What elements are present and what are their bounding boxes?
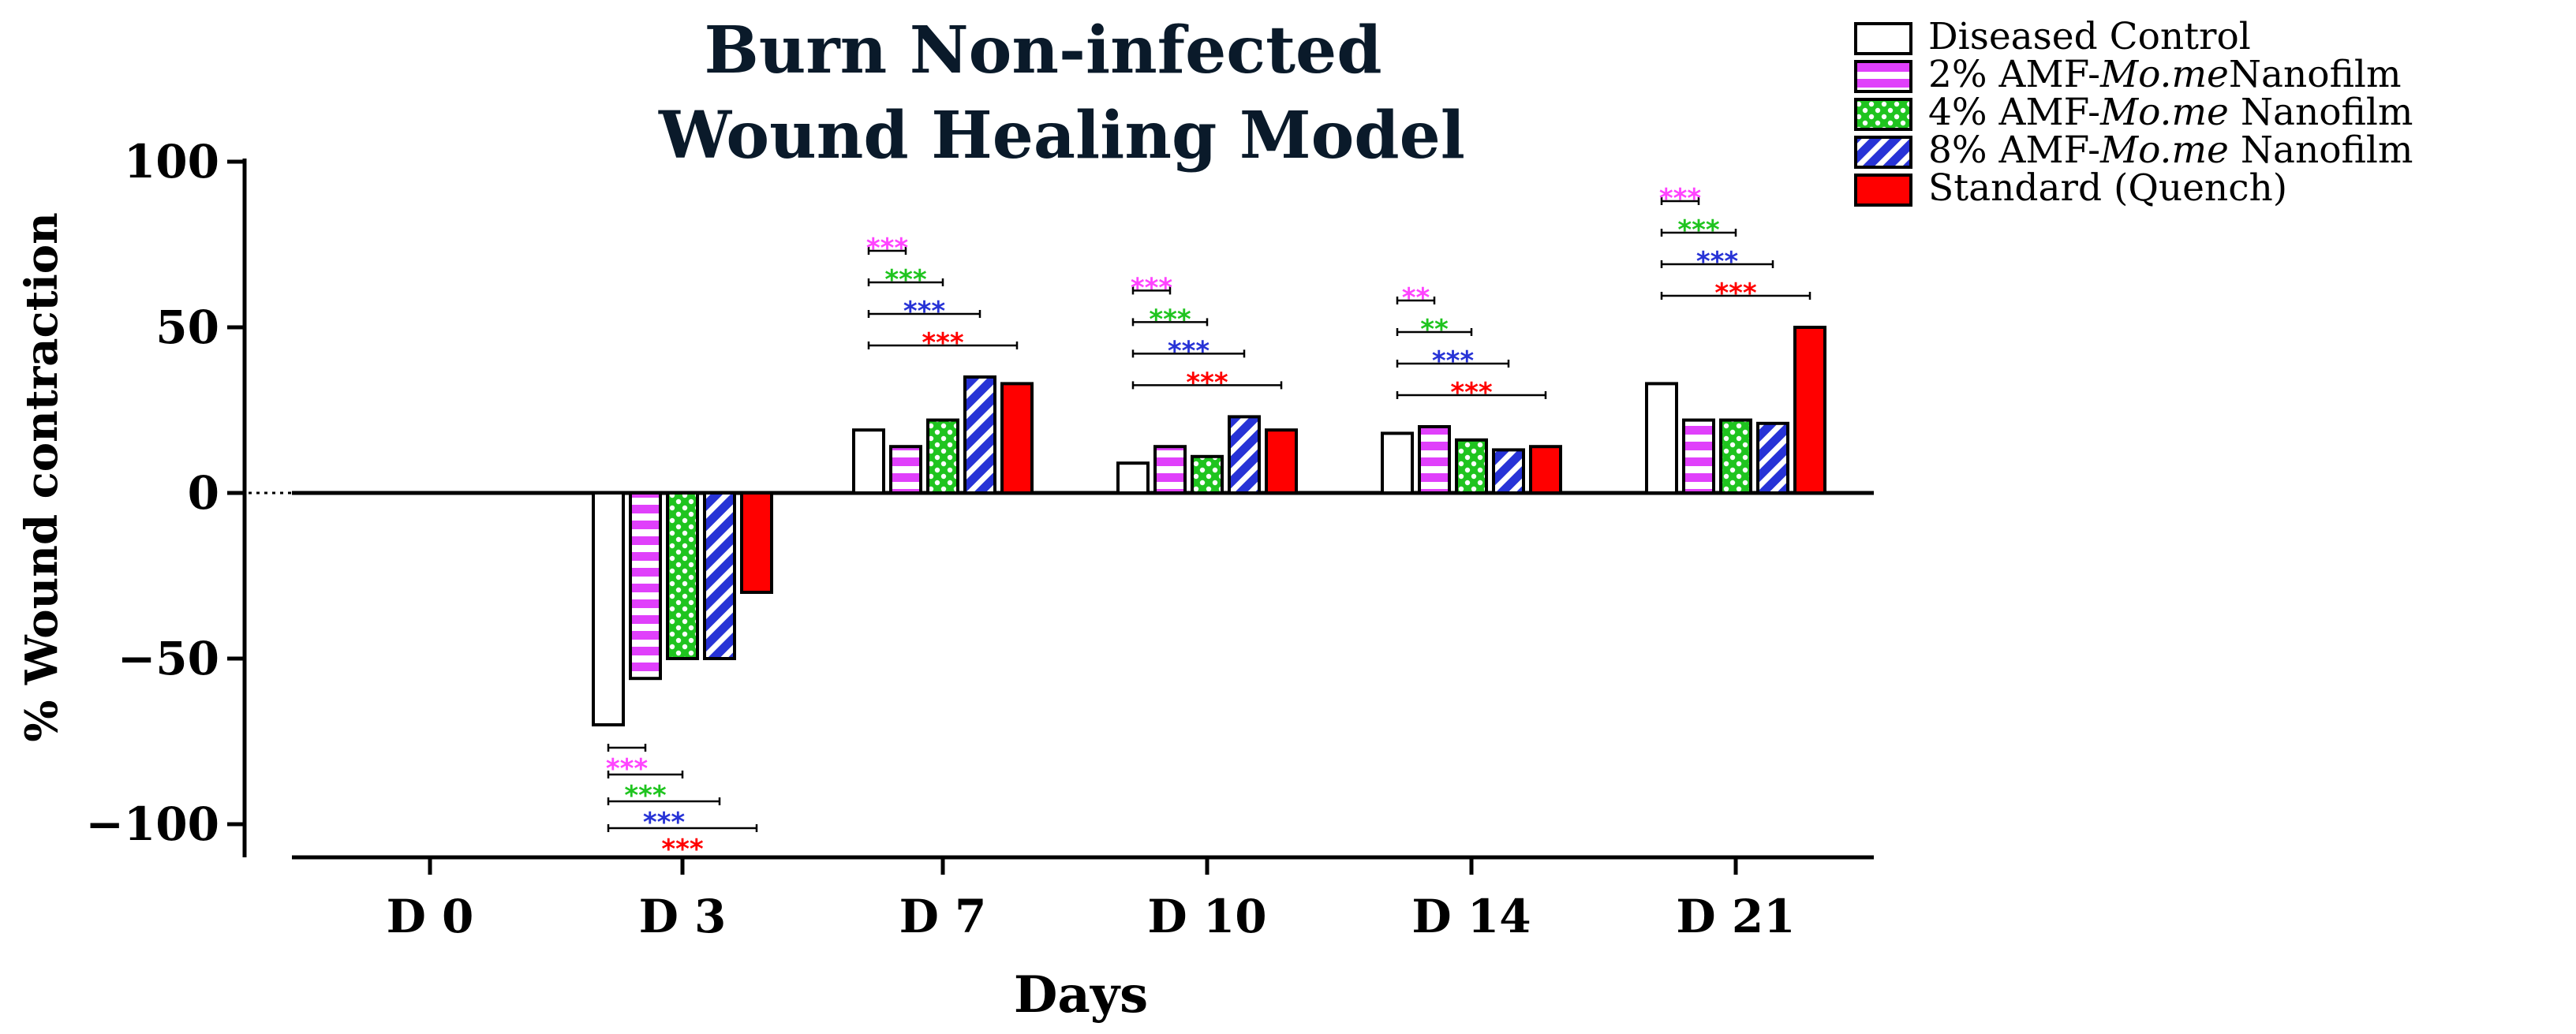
bar-4-2 <box>1455 438 1488 495</box>
chart-title: Burn Non-infected Wound Healing Model <box>658 13 1465 174</box>
bar-5-1 <box>1682 418 1715 495</box>
bar-4-4 <box>1529 445 1562 495</box>
sig-label: *** <box>1131 272 1173 304</box>
legend-label-1: 2% AMF-Mo.meNanofilm <box>1928 53 2402 96</box>
sig-label: *** <box>1677 215 1720 246</box>
y-tick-label: 100 <box>124 135 219 189</box>
bar-3-3 <box>1228 415 1261 495</box>
bar-2-1 <box>889 445 922 495</box>
legend-swatch-4 <box>1854 174 1912 207</box>
bar-3-1 <box>1153 445 1187 495</box>
legend-label-3: 8% AMF-Mo.me Nanofilm <box>1928 129 2413 172</box>
chart-title-line-1: Burn Non-infected <box>704 13 1381 88</box>
sig-label: *** <box>1714 278 1757 309</box>
legend-label-4: Standard (Quench) <box>1928 166 2287 210</box>
sig-label: *** <box>884 264 927 296</box>
x-tick-label: D 10 <box>1147 890 1266 943</box>
bars <box>592 326 1826 726</box>
x-tick-label: D 0 <box>387 890 474 943</box>
bar-5-2 <box>1719 418 1752 495</box>
bar-2-4 <box>1000 382 1034 495</box>
x-tick-label: D 14 <box>1411 890 1531 943</box>
sig-label: *** <box>866 233 909 264</box>
sig-label: ** <box>1420 314 1449 345</box>
sig-label: *** <box>1168 335 1210 367</box>
bar-4-1 <box>1418 425 1451 495</box>
sig-label: *** <box>1149 304 1191 335</box>
y-tick-label: −50 <box>118 632 219 685</box>
bar-2-2 <box>926 418 959 495</box>
bar-5-0 <box>1645 382 1678 495</box>
bar-1-1 <box>629 491 662 681</box>
bar-3-0 <box>1116 461 1150 495</box>
axes: 100 50 0 −50 −100 D 0 D 3 D 7 D 10 D 14 D 21 <box>85 135 1874 943</box>
sig-label: *** <box>643 807 686 838</box>
sig-label: *** <box>1659 183 1702 215</box>
y-axis-label: % Wound contraction <box>16 212 68 742</box>
legend-swatch-1 <box>1854 60 1912 93</box>
chart-title-line-2: Wound Healing Model <box>658 98 1465 174</box>
bar-5-4 <box>1793 326 1826 495</box>
bar-4-3 <box>1492 448 1525 495</box>
sig-label: *** <box>624 780 667 812</box>
bar-1-4 <box>740 491 773 594</box>
legend-swatch-0 <box>1854 22 1912 55</box>
x-tick-label: D 21 <box>1676 890 1795 943</box>
legend-swatch-3 <box>1854 136 1912 169</box>
bar-2-3 <box>963 375 996 495</box>
sig-label: *** <box>903 296 946 327</box>
x-tick-label: D 3 <box>639 890 727 943</box>
sig-label: *** <box>1696 246 1739 278</box>
legend-swatch-2 <box>1854 98 1912 131</box>
significance-annotations: ****************************************… <box>606 183 1811 865</box>
bar-2-0 <box>852 428 885 495</box>
sig-label: ** <box>1402 282 1430 314</box>
bar-5-3 <box>1756 421 1789 495</box>
bar-1-2 <box>666 491 699 660</box>
sig-label: *** <box>606 753 649 785</box>
sig-label: *** <box>1450 377 1493 409</box>
y-tick-label: −100 <box>85 797 219 851</box>
bar-1-3 <box>703 491 736 660</box>
bar-1-0 <box>592 491 625 726</box>
bar-4-0 <box>1381 431 1414 495</box>
sig-label: *** <box>922 327 964 359</box>
bar-3-4 <box>1265 428 1298 495</box>
sig-label: *** <box>1432 345 1475 377</box>
x-tick-label: D 7 <box>899 890 987 943</box>
legend-label-2: 4% AMF-Mo.me Nanofilm <box>1928 91 2413 134</box>
sig-label: *** <box>1186 367 1228 398</box>
bar-3-2 <box>1191 454 1224 495</box>
legend-label-0: Diseased Control <box>1928 15 2251 58</box>
y-tick-label: 0 <box>188 466 219 520</box>
sig-label: *** <box>661 834 704 865</box>
y-tick-label: 50 <box>155 300 219 354</box>
x-axis-label: Days <box>1014 965 1148 1025</box>
